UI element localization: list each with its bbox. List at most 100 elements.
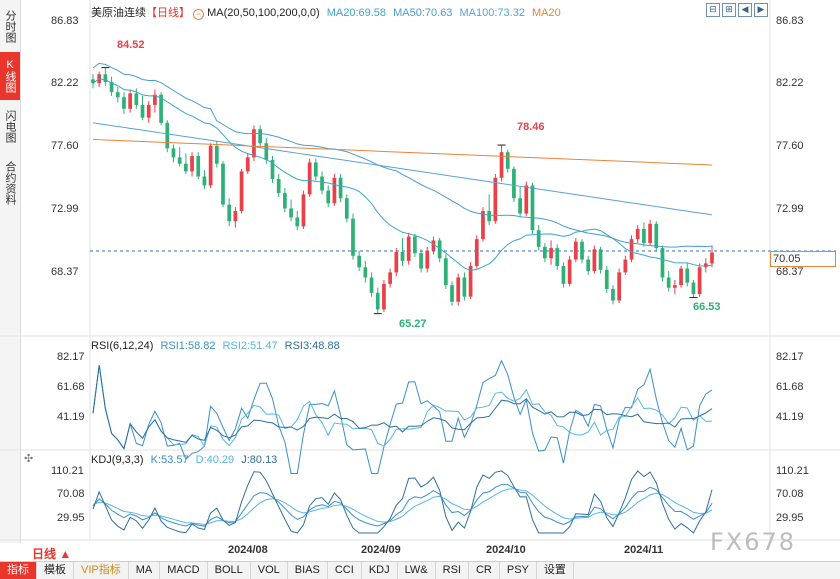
- tab-contract-info[interactable]: 合约资料: [4, 161, 16, 205]
- period-selector[interactable]: 日线 ▲: [32, 547, 72, 561]
- candle-body: [487, 211, 492, 222]
- candle-body: [276, 179, 281, 194]
- x-tick-2: 2024/10: [486, 544, 526, 556]
- candle-body: [474, 239, 479, 266]
- candle-body: [425, 250, 430, 269]
- rsi2-value: RSI2:51.47: [222, 340, 278, 352]
- candle-body: [289, 208, 293, 218]
- scroll-right-icon[interactable]: ▶: [754, 3, 768, 17]
- low-annotation-2: 66.53: [693, 301, 721, 313]
- candle-body: [673, 285, 677, 288]
- tab-lw[interactable]: LW&: [398, 562, 436, 579]
- kdj-tick-right-2: 29.95: [776, 512, 804, 524]
- y-tick-left-3: 72.99: [51, 203, 79, 215]
- tab-rsi[interactable]: RSI: [436, 562, 469, 579]
- candle-body: [697, 267, 702, 295]
- candle-body: [128, 93, 132, 109]
- candle-body: [443, 258, 448, 286]
- main-legend: 美原油连续【日线】 − MA(20,50,100,200,0,0) MA20:6…: [91, 4, 561, 20]
- candle-body: [419, 253, 423, 269]
- y-tick-left-2: 77.60: [51, 140, 79, 152]
- tab-ma[interactable]: MA: [129, 562, 161, 579]
- tab-settings[interactable]: 设置: [537, 562, 574, 579]
- tab-kdj[interactable]: KDJ: [362, 562, 398, 579]
- candle-body: [703, 263, 708, 268]
- candle-body: [635, 228, 640, 240]
- rsi-tick-left-0: 82.17: [57, 351, 85, 363]
- candle-body: [456, 277, 461, 302]
- candle-body: [666, 277, 671, 288]
- candle-body: [332, 177, 337, 204]
- scroll-left-icon[interactable]: ◀: [738, 3, 752, 17]
- candle-body: [109, 81, 114, 93]
- tab-templates[interactable]: 模板: [37, 562, 74, 579]
- rsi-params[interactable]: RSI(6,12,24): [91, 340, 154, 352]
- y-tick-left-4: 68.37: [51, 266, 79, 278]
- candle-body: [462, 277, 467, 297]
- tab-vol[interactable]: VOL: [251, 562, 288, 579]
- crosshair-icon[interactable]: ✣: [24, 453, 34, 465]
- candle-body: [481, 211, 485, 240]
- candle-body: [313, 162, 318, 177]
- candle-body: [530, 185, 535, 231]
- minus-circle-icon[interactable]: −: [193, 9, 205, 20]
- zoom-in-icon[interactable]: ⊞: [722, 3, 736, 17]
- candle-body: [505, 152, 510, 169]
- kdj-k-value: K:53.57: [150, 454, 189, 466]
- rsi3-line: [92, 365, 713, 450]
- y-tick-left-1: 82.22: [51, 77, 79, 89]
- tab-cci[interactable]: CCI: [328, 562, 362, 579]
- tab-bias[interactable]: BIAS: [288, 562, 328, 579]
- candle-body: [431, 240, 436, 251]
- ma-params[interactable]: MA(20,50,100,200,0,0): [207, 7, 320, 19]
- kdj-d-value: D:40.29: [195, 454, 235, 466]
- candle-body: [654, 223, 659, 249]
- candle-body: [468, 265, 473, 297]
- candle-body: [307, 162, 312, 195]
- tab-flash-chart[interactable]: 闪电图: [4, 109, 16, 143]
- candle-body: [245, 157, 250, 172]
- candle-body: [146, 104, 151, 118]
- tab-vip-indicators[interactable]: VIP指标: [74, 562, 129, 579]
- kdj-tick-left-2: 29.95: [57, 512, 85, 524]
- rsi-tick-left-2: 41.19: [57, 411, 85, 423]
- candle-body: [208, 145, 213, 186]
- candle-body: [363, 267, 368, 278]
- tab-time-sharing[interactable]: 分时图: [4, 9, 16, 43]
- tab-cr[interactable]: CR: [469, 562, 500, 579]
- tab-boll[interactable]: BOLL: [208, 562, 251, 579]
- candle-body: [586, 259, 591, 272]
- tab-psy[interactable]: PSY: [500, 562, 537, 579]
- zoom-out-icon[interactable]: ⊟: [706, 3, 720, 17]
- ma200-line: [92, 138, 713, 166]
- candle-body: [406, 236, 411, 261]
- candle-body: [134, 93, 139, 105]
- kline-chart[interactable]: [0, 0, 840, 561]
- tab-kline[interactable]: K线图: [0, 52, 20, 100]
- kdj-tick-right-1: 70.08: [776, 488, 804, 500]
- rsi-tick-left-1: 61.68: [57, 381, 85, 393]
- candle-body: [592, 249, 597, 272]
- candle-body: [103, 74, 108, 82]
- candle-body: [629, 239, 634, 260]
- candle-body: [258, 129, 262, 144]
- candle-body: [233, 211, 238, 222]
- candle-body: [351, 218, 355, 256]
- kdj-legend: KDJ(9,3,3) K:53.57 D:40.29 J:80.13: [91, 454, 277, 466]
- candle-body: [375, 292, 380, 310]
- candle-body: [159, 94, 163, 123]
- candle-body: [536, 230, 541, 247]
- high-annotation-2: 78.46: [517, 121, 545, 133]
- tab-indicators[interactable]: 指标: [0, 562, 37, 579]
- candle-body: [177, 157, 182, 164]
- rsi1-value: RSI1:58.82: [160, 340, 216, 352]
- kdj-params[interactable]: KDJ(9,3,3): [91, 454, 144, 466]
- tab-macd[interactable]: MACD: [160, 562, 208, 579]
- candle-body: [227, 204, 232, 222]
- candle-body: [493, 177, 498, 222]
- candle-body: [617, 272, 622, 301]
- candle-body: [301, 194, 306, 227]
- kdj-tick-left-0: 110.21: [51, 465, 84, 477]
- candle-body: [648, 223, 652, 243]
- candle-body: [691, 282, 696, 295]
